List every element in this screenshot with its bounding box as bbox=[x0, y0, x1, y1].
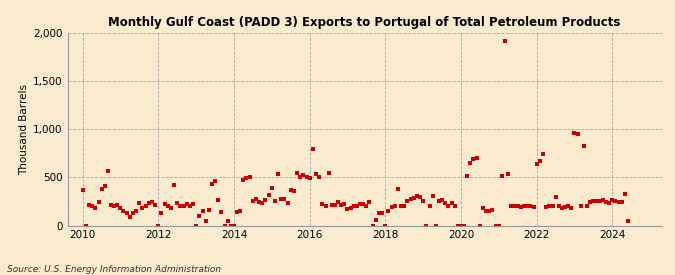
Y-axis label: Thousand Barrels: Thousand Barrels bbox=[19, 84, 29, 175]
Text: Source: U.S. Energy Information Administration: Source: U.S. Energy Information Administ… bbox=[7, 265, 221, 274]
Title: Monthly Gulf Coast (PADD 3) Exports to Portugal of Total Petroleum Products: Monthly Gulf Coast (PADD 3) Exports to P… bbox=[108, 16, 621, 29]
